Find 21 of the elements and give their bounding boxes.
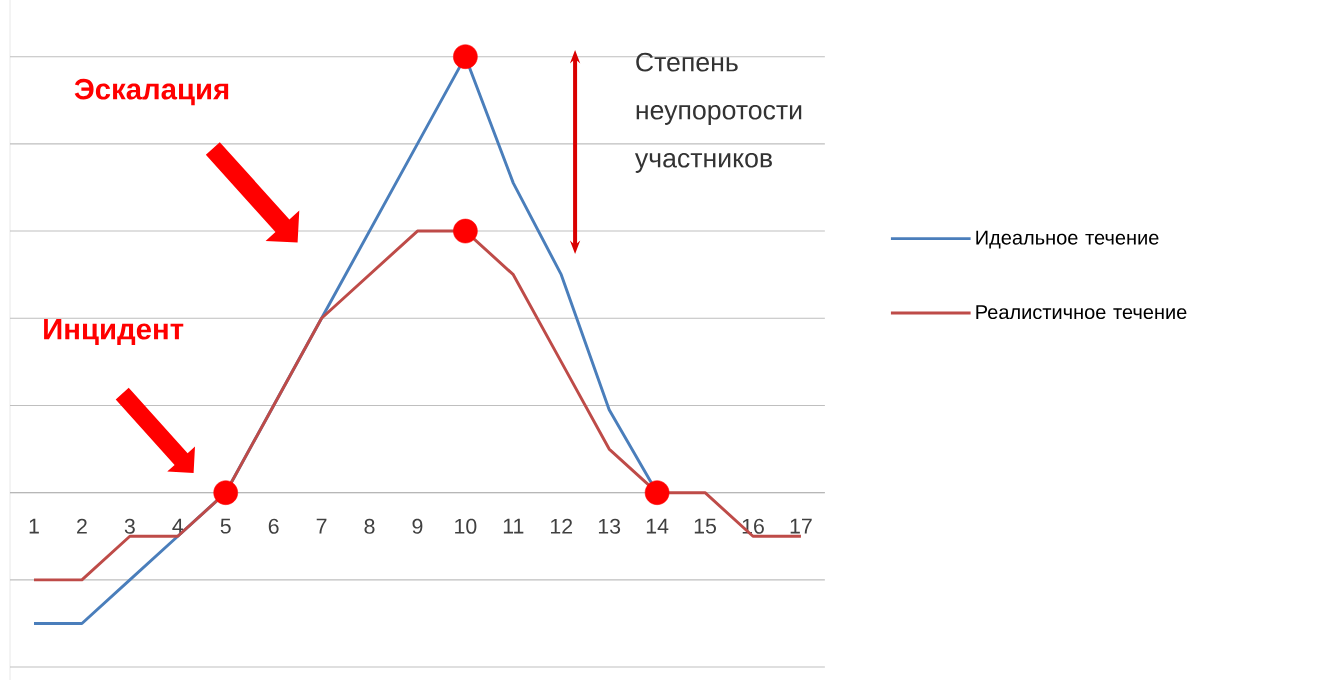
annotation: Эскалация [74, 78, 229, 106]
x-tick-label: 15 [694, 518, 716, 534]
annotation: Инцидент [44, 318, 184, 346]
legend-label: Идеальное течение [976, 230, 1159, 249]
x-tick-label: 10 [455, 518, 477, 534]
x-tick-label: 12 [551, 518, 573, 534]
x-tick-label: 6 [268, 518, 279, 534]
x-tick-label: 2 [77, 518, 87, 534]
x-tick-label: 9 [412, 518, 423, 534]
x-tick-label: 4 [172, 518, 184, 534]
x-tick-label: 1 [29, 518, 39, 534]
legend-label: Реалистичное течение [976, 305, 1187, 320]
text: Степень неупоротости участников [634, 52, 802, 173]
x-tick-label: 3 [124, 518, 135, 534]
x-tick-label: 11 [503, 518, 524, 534]
x-tick-label: 8 [364, 518, 375, 534]
x-tick-label: 17 [790, 518, 812, 534]
x-tick-label: 5 [220, 518, 231, 534]
x-tick-label: 7 [316, 518, 327, 534]
x-tick-label: 14 [646, 518, 669, 534]
x-tick-label: 13 [598, 518, 621, 534]
